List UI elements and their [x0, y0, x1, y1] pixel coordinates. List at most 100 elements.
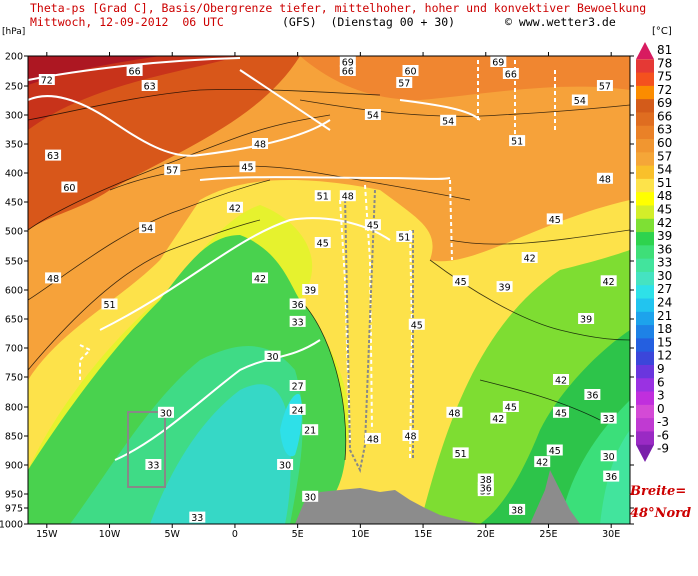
- isentrope-line: [479, 379, 601, 421]
- contour-label-box: [139, 222, 156, 234]
- contour-label-box: [546, 213, 563, 225]
- cloud-boundary-line: [114, 339, 321, 461]
- contour-label-text: 54: [442, 116, 454, 127]
- colorbar-label: 66: [657, 109, 672, 123]
- contour-label-text: 33: [191, 513, 203, 524]
- contour-label-box: [396, 77, 413, 88]
- x-tick-label: 15E: [414, 529, 432, 540]
- convective-cloud-line: [344, 189, 376, 474]
- x-tick-label: 20E: [477, 529, 495, 540]
- colorbar-swatch: [636, 125, 654, 140]
- contour-label: 51: [452, 447, 469, 460]
- contour-label-text: 33: [147, 461, 159, 472]
- contour-label-box: [496, 281, 513, 293]
- colorbar-label: -3: [657, 415, 669, 429]
- contour-label: 30: [264, 350, 281, 363]
- contour-label: 42: [534, 456, 551, 469]
- temperature-zone: [28, 56, 240, 130]
- contour-label: 30: [157, 406, 174, 419]
- contour-label-box: [402, 65, 419, 76]
- contour-label-box: [302, 424, 319, 436]
- colorbar-label: 0: [657, 402, 665, 416]
- contour-label-box: [408, 318, 425, 330]
- contour-label-text: 30: [603, 452, 615, 463]
- contour-label-box: [302, 490, 319, 502]
- contour-label-box: [45, 272, 62, 284]
- contour-label-text: 30: [160, 408, 172, 419]
- contour-label-text: 51: [398, 233, 410, 244]
- contour-label: 36: [603, 470, 620, 483]
- y-tick-label: 300: [5, 111, 23, 122]
- contour-label-box: [364, 219, 381, 231]
- contour-label: 45: [239, 161, 256, 174]
- isentrope-line: [28, 89, 381, 121]
- contour-label-text: 57: [166, 166, 178, 177]
- chart-date: Mittwoch, 12-09-2012 06 UTC: [30, 15, 224, 29]
- contour-label-box: [314, 190, 331, 202]
- colorbar-swatch: [636, 444, 654, 462]
- contour-label: 42: [521, 252, 538, 265]
- contour-label-text: 30: [304, 492, 316, 503]
- contour-label: 38: [509, 503, 526, 516]
- contour-label-text: 38: [511, 505, 523, 516]
- isentrope-line: [299, 299, 347, 461]
- colorbar-swatch: [636, 285, 654, 300]
- contour-label: 45: [502, 401, 519, 414]
- colorbar-swatch: [636, 325, 654, 339]
- contour-label-text: 60: [404, 67, 416, 78]
- contour-label-text: 45: [549, 215, 561, 226]
- contour-label-text: 51: [511, 137, 523, 148]
- colorbar-swatch: [636, 431, 654, 446]
- colorbar-label: 9: [657, 362, 665, 376]
- colorbar-swatch: [636, 59, 654, 74]
- contour-label: 36: [289, 298, 306, 311]
- contour-label: 51: [101, 298, 118, 311]
- contour-label: 66: [126, 65, 143, 78]
- contour-label-text: 48: [404, 432, 416, 443]
- colorbar-label: 45: [657, 202, 672, 216]
- contour-label: 63: [45, 149, 62, 162]
- colorbar-label: 21: [657, 309, 672, 323]
- y-tick-label: 800: [5, 403, 23, 414]
- contour-label-text: 45: [455, 277, 467, 288]
- contour-label-text: 66: [505, 70, 517, 81]
- y-tick-label: 750: [5, 373, 23, 384]
- contour-label: 48: [596, 172, 613, 185]
- contour-label-text: 45: [367, 221, 379, 232]
- contour-label: 45: [546, 213, 563, 226]
- colorbar-label: 54: [657, 163, 672, 177]
- contour-label-text: 45: [241, 163, 253, 174]
- contour-label-box: [289, 298, 306, 310]
- y-tick-label: 200: [5, 52, 23, 63]
- colorbar-swatch: [636, 271, 654, 286]
- colorbar-label: 36: [657, 242, 672, 256]
- chart-run-info: (GFS) (Dienstag 00 + 30): [282, 15, 456, 29]
- contour-label: 48: [364, 432, 381, 445]
- contour-label: 54: [440, 114, 457, 127]
- contour-label-box: [289, 403, 306, 415]
- contour-label-text: 72: [41, 76, 53, 87]
- chart-title: Theta-ps [Grad C], Basis/Obergrenze tief…: [30, 1, 647, 15]
- contour-label-text: 39: [499, 283, 511, 294]
- contour-label-text: 36: [292, 300, 304, 311]
- contour-label: 54: [139, 222, 156, 235]
- colorbar: [°C]817875726966636057545148454239363330…: [636, 26, 672, 462]
- contour-label: 57: [396, 77, 413, 90]
- contour-label: 45: [408, 318, 425, 331]
- contour-label-box: [252, 138, 269, 149]
- contour-label-text: 54: [574, 96, 586, 107]
- contour-label-box: [477, 473, 494, 485]
- contour-label: 48: [446, 406, 463, 419]
- contour-label-box: [571, 94, 588, 106]
- contour-label: 45: [314, 237, 331, 250]
- contour-label-box: [364, 109, 381, 120]
- x-tick-label: 5E: [292, 529, 304, 540]
- contour-label-text: 51: [317, 192, 329, 203]
- contour-label-box: [157, 406, 174, 418]
- x-tick-label: 5W: [165, 529, 181, 540]
- contour-label-text: 21: [304, 426, 316, 437]
- colorbar-label: 27: [657, 282, 672, 296]
- contour-label-box: [440, 114, 457, 126]
- contour-label: 72: [38, 74, 55, 87]
